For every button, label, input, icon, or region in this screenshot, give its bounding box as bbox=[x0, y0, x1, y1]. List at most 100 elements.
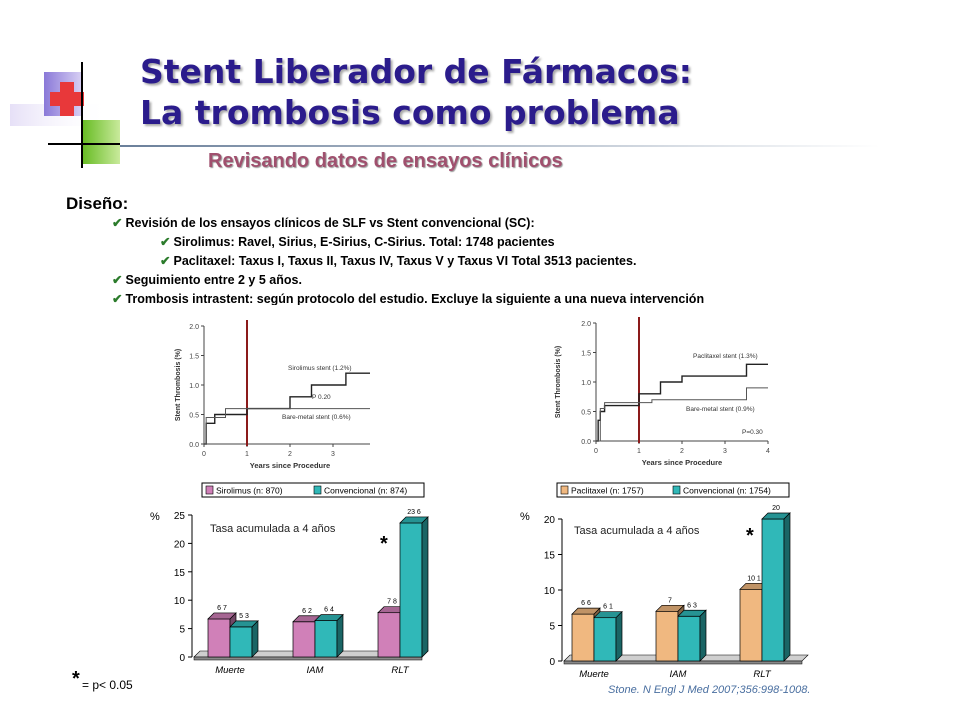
bar-front bbox=[399, 522, 423, 658]
series-label: Bare-metal stent (0.9%) bbox=[686, 406, 755, 413]
p-value-label: P 0.20 bbox=[312, 394, 331, 401]
bar-front bbox=[377, 612, 401, 658]
p-value-label: P=0.30 bbox=[742, 429, 763, 436]
x-axis-label: Years since Procedure bbox=[250, 461, 330, 470]
bar-value-label: 20 bbox=[772, 505, 780, 512]
y-tick-label: 2.0 bbox=[581, 321, 591, 328]
y-tick-label: 20 bbox=[544, 515, 556, 526]
citation: Stone. N Engl J Med 2007;356:998-1008. bbox=[608, 684, 811, 696]
checkmark-icon: ✔ bbox=[160, 235, 171, 249]
bar-front bbox=[314, 620, 338, 658]
series-label: Sirolimus stent (1.2%) bbox=[288, 365, 352, 372]
x-tick-label: 3 bbox=[723, 448, 727, 455]
series-line bbox=[596, 387, 768, 442]
y-tick-label: 0 bbox=[179, 653, 185, 664]
category-label: RLT bbox=[753, 669, 771, 680]
y-axis-unit: % bbox=[150, 511, 160, 523]
bar-front bbox=[761, 518, 785, 662]
x-tick-label: 0 bbox=[202, 451, 206, 458]
x-tick-label: 2 bbox=[680, 448, 684, 455]
bar-front bbox=[593, 617, 617, 662]
paclitaxel-thrombosis-chart: 0.0 0.5 1.0 1.5 2.0 0 1 2 3 4 Years since Procedur… bbox=[555, 317, 770, 467]
checkmark-icon: ✔ bbox=[112, 292, 123, 305]
x-tick-label: 1 bbox=[637, 448, 641, 455]
bar-value-label: 6 7 bbox=[217, 605, 227, 612]
bar bbox=[314, 613, 344, 658]
y-tick-label: 20 bbox=[174, 539, 186, 550]
y-tick-label: 15 bbox=[174, 568, 186, 579]
y-tick-label: 15 bbox=[544, 551, 556, 562]
checkmark-icon: ✔ bbox=[112, 216, 123, 230]
legend-swatch bbox=[313, 485, 322, 495]
y-axis-label: Stent Thrombosis (%) bbox=[555, 346, 562, 418]
legend-label: Convencional (n: 1754) bbox=[683, 486, 771, 496]
series-line bbox=[204, 408, 370, 445]
y-tick-label: 5 bbox=[179, 625, 185, 636]
category-label: IAM bbox=[670, 669, 687, 680]
bullet-item: ✔ Seguimiento entre 2 y 5 años. bbox=[112, 273, 302, 287]
legend-label: Sirolimus (n: 870) bbox=[216, 486, 283, 496]
bar bbox=[229, 620, 259, 658]
x-tick-label: 4 bbox=[766, 448, 770, 455]
category-label: Muerte bbox=[215, 665, 245, 676]
bullet-item: ✔ Sirolimus: Ravel, Sirius, E-Sirius, C-S… bbox=[160, 235, 555, 249]
y-tick-label: 0 bbox=[549, 657, 555, 668]
page-title-line-1: Stent Liberador de Fármacos: bbox=[140, 52, 692, 91]
bar-value-label: 6 1 bbox=[603, 604, 613, 611]
category-label: Muerte bbox=[579, 669, 609, 680]
bar-value-label: 6 3 bbox=[687, 602, 697, 609]
y-tick-label: 1.0 bbox=[581, 380, 591, 387]
chart-floor-edge bbox=[563, 660, 803, 665]
x-tick-label: 0 bbox=[594, 448, 598, 455]
category-label: RLT bbox=[391, 665, 409, 676]
x-tick-label: 3 bbox=[331, 451, 335, 458]
x-tick-label: 2 bbox=[288, 451, 292, 458]
y-tick-label: 1.0 bbox=[189, 383, 199, 390]
bar bbox=[677, 609, 707, 662]
bar-front bbox=[571, 613, 595, 662]
page-subtitle: Revisando datos de ensayos clínicos bbox=[208, 150, 563, 172]
series-line bbox=[596, 363, 768, 442]
bar-value-label: 5 3 bbox=[239, 613, 249, 620]
bar-value-label: 10 1 bbox=[747, 575, 761, 582]
checkmark-icon: ✔ bbox=[112, 273, 123, 287]
x-axis-label: Years since Procedure bbox=[642, 458, 722, 467]
design-heading: Diseño: bbox=[66, 194, 129, 213]
bar-front bbox=[229, 626, 253, 658]
bar-value-label: 6 2 bbox=[302, 608, 312, 615]
bar-value-label: 7 bbox=[668, 597, 672, 604]
bar-side bbox=[615, 610, 623, 662]
chart-floor-edge bbox=[193, 656, 423, 661]
bar-front bbox=[292, 621, 316, 658]
bar-value-label: 7 8 bbox=[387, 599, 397, 606]
y-axis-label: Stent Thrombosis (%) bbox=[175, 349, 182, 421]
x-tick-label: 1 bbox=[245, 451, 249, 458]
y-tick-label: 0.0 bbox=[581, 439, 591, 446]
bar bbox=[399, 516, 429, 658]
category-label: IAM bbox=[307, 665, 324, 676]
y-tick-label: 5 bbox=[549, 622, 555, 633]
bar-value-label: 6 4 bbox=[324, 607, 334, 614]
bar-front bbox=[677, 615, 701, 662]
bar-side bbox=[251, 620, 259, 658]
page-title-line-2: La trombosis como problema bbox=[140, 93, 680, 132]
bar-side bbox=[421, 516, 429, 658]
y-tick-label: 1.5 bbox=[581, 351, 591, 358]
medical-cross-logo bbox=[10, 62, 120, 168]
bar bbox=[761, 512, 791, 662]
bullet-item: ✔ Paclitaxel: Taxus I, Taxus II, Taxus IV… bbox=[160, 254, 637, 268]
bar-value-label: 23 6 bbox=[407, 509, 421, 516]
significance-note: = p< 0.05 bbox=[82, 678, 133, 692]
y-tick-label: 2.0 bbox=[189, 324, 199, 331]
y-tick-label: 10 bbox=[174, 596, 186, 607]
legend-swatch bbox=[205, 485, 214, 495]
y-axis-unit: % bbox=[520, 511, 530, 523]
checkmark-icon: ✔ bbox=[160, 254, 171, 268]
significance-star: * bbox=[380, 533, 388, 555]
chart-title: Tasa acumulada a 4 años bbox=[210, 523, 336, 535]
legend-swatch bbox=[560, 485, 569, 495]
bar-value-label: 6 6 bbox=[581, 600, 591, 607]
bullet-item: ✔ Revisión de los ensayos clínicos de SLF… bbox=[112, 216, 535, 230]
bar bbox=[593, 610, 623, 662]
